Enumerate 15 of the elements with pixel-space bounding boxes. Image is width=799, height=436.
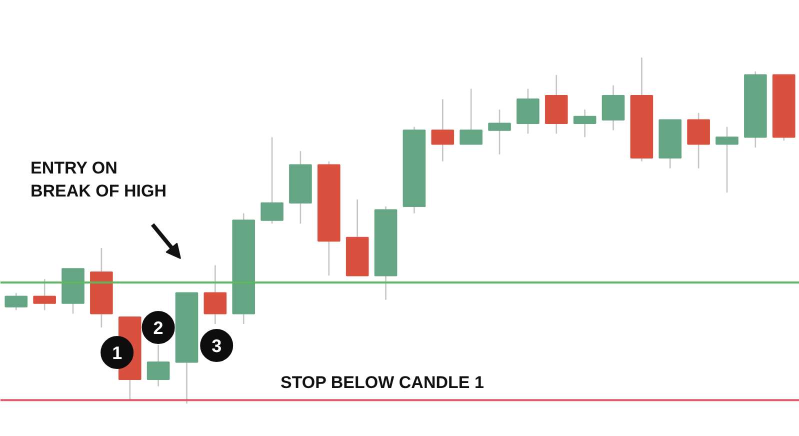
candlestick [204, 264, 227, 325]
annotation: 2 [153, 318, 164, 338]
candlestick [146, 344, 170, 387]
candlestick [431, 98, 454, 162]
candlestick [33, 278, 56, 311]
annotation: 1 [112, 343, 122, 363]
ref-line-label: STOP BELOW CANDLE 1 [280, 373, 484, 392]
candlestick [573, 108, 596, 138]
candlestick [488, 108, 511, 156]
annotation: 3 [212, 336, 222, 356]
annotation: ENTRY ON BREAK OF HIGH [30, 158, 166, 200]
candlestick [460, 88, 482, 145]
candlestick [4, 292, 28, 311]
candlestick [260, 136, 284, 224]
candlestick [716, 126, 738, 194]
